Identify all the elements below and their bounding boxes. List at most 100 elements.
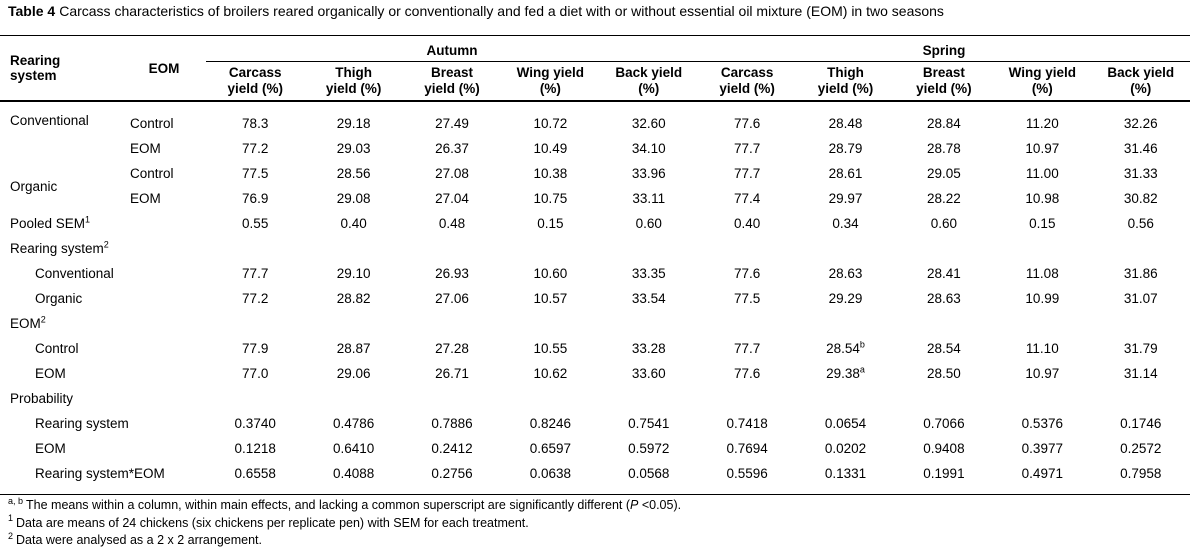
rearing-system-label: Conventional xyxy=(10,113,89,128)
value-cell: 29.05 xyxy=(927,166,961,181)
value-cell: 0.55 xyxy=(242,216,269,231)
table-caption: Table 4 Carcass characteristics of broile… xyxy=(8,3,944,19)
value-cell xyxy=(600,311,698,336)
value-cell: 32.26 xyxy=(1123,116,1158,131)
value-cell xyxy=(895,386,993,411)
table-caption-text: Carcass characteristics of broilers rear… xyxy=(59,3,944,19)
value-cell: 0.5376 xyxy=(1021,416,1063,431)
table-number: Table 4 xyxy=(8,3,56,19)
table-row: Organic Control 77.5 28.56 27.08 10.38 33.96 77… xyxy=(0,161,1190,194)
value-cell xyxy=(206,311,304,336)
eom-label: EOM xyxy=(130,141,161,156)
value-cell xyxy=(600,236,698,261)
eom-header: EOM xyxy=(122,35,206,102)
value-cell: 77.2 xyxy=(242,291,269,306)
footnote: a, b The means within a column, within ma… xyxy=(8,495,682,512)
value-cell: 33.28 xyxy=(631,341,666,356)
value-cell: 28.84 xyxy=(927,116,961,131)
value-cell xyxy=(304,236,402,261)
value-cell: 0.7694 xyxy=(726,441,768,456)
col-spring-thigh: Thigh yield (%) xyxy=(796,61,895,102)
value-cell: 0.5972 xyxy=(628,441,670,456)
value-cell: 77.6 xyxy=(734,116,761,131)
value-cell xyxy=(403,236,501,261)
table-row: EOM 0.1218 0.6410 0.2412 0.6597 0.5972 0.7694 0… xyxy=(0,436,1190,461)
value-cell: 29.08 xyxy=(336,191,371,206)
value-cell: 29.03 xyxy=(336,141,371,156)
value-cell: 28.56 xyxy=(336,166,371,181)
value-cell: 0.15 xyxy=(537,216,564,231)
table-row: Probability xyxy=(0,386,1190,411)
value-cell: 33.54 xyxy=(631,291,666,306)
value-cell: 26.93 xyxy=(435,266,469,281)
value-cell: 0.7958 xyxy=(1120,466,1162,481)
value-cell: 0.7066 xyxy=(923,416,965,431)
value-cell xyxy=(895,236,993,261)
row-label: Rearing system2 xyxy=(10,239,109,256)
value-cell xyxy=(501,311,599,336)
value-cell xyxy=(206,236,304,261)
rearing-system-header: Rearing system xyxy=(0,35,122,102)
value-cell: 0.3977 xyxy=(1021,441,1063,456)
value-cell: 28.61 xyxy=(828,166,863,181)
season-header-row: Rearing system EOM Autumn Spring xyxy=(0,35,1190,102)
value-cell: 0.2756 xyxy=(431,466,473,481)
value-cell: 0.0638 xyxy=(529,466,572,481)
value-cell: 10.60 xyxy=(533,266,568,281)
table-row: EOM 77.2 29.03 26.37 10.49 34.10 77.7 28.79 28.7… xyxy=(0,136,1190,161)
value-cell: 77.7 xyxy=(734,166,761,181)
season-header-autumn: Autumn xyxy=(206,35,698,62)
value-cell: 0.2412 xyxy=(431,441,473,456)
value-cell xyxy=(993,386,1091,411)
value-cell: 33.60 xyxy=(631,366,666,381)
value-cell: 31.46 xyxy=(1123,141,1158,156)
eom-label: Control xyxy=(130,166,174,181)
value-cell: 27.08 xyxy=(435,166,469,181)
value-cell: 77.4 xyxy=(734,191,761,206)
value-cell: 77.5 xyxy=(734,291,761,306)
value-cell: 30.82 xyxy=(1123,191,1158,206)
value-cell: 0.7886 xyxy=(431,416,473,431)
col-spring-back: Back yield (%) xyxy=(1091,61,1190,102)
col-spring-breast: Breast yield (%) xyxy=(894,61,994,102)
value-cell: 77.7 xyxy=(242,266,269,281)
value-cell: 27.28 xyxy=(435,341,469,356)
value-cell: 0.6410 xyxy=(332,441,375,456)
row-label: Conventional xyxy=(35,266,114,281)
col-autumn-thigh: Thigh yield (%) xyxy=(304,61,403,102)
value-cell: 78.3 xyxy=(242,116,269,131)
value-cell: 27.49 xyxy=(435,116,469,131)
value-cell: 0.34 xyxy=(832,216,859,231)
value-cell: 0.40 xyxy=(340,216,367,231)
value-cell: 0.1218 xyxy=(234,441,276,456)
row-label: EOM xyxy=(35,366,66,381)
value-cell: 0.0202 xyxy=(824,441,867,456)
season-header-spring: Spring xyxy=(697,35,1190,62)
value-cell xyxy=(1092,311,1190,336)
value-cell: 29.06 xyxy=(336,366,371,381)
value-cell xyxy=(895,311,993,336)
value-cell xyxy=(304,386,402,411)
value-cell: 11.10 xyxy=(1025,341,1059,356)
value-cell: 0.60 xyxy=(635,216,662,231)
value-cell: 31.07 xyxy=(1123,291,1158,306)
table-row: EOM2 xyxy=(0,311,1190,336)
value-cell: 28.54 xyxy=(927,341,961,356)
value-cell: 0.6597 xyxy=(529,441,572,456)
row-label: Pooled SEM1 xyxy=(10,214,91,231)
value-cell: 29.10 xyxy=(336,266,371,281)
value-cell: 29.97 xyxy=(828,191,863,206)
value-cell: 0.1331 xyxy=(824,466,867,481)
value-cell: 0.15 xyxy=(1029,216,1056,231)
value-cell xyxy=(1092,386,1190,411)
value-cell: 10.97 xyxy=(1025,366,1060,381)
value-cell xyxy=(403,311,501,336)
value-cell xyxy=(501,386,599,411)
value-cell: 0.56 xyxy=(1127,216,1154,231)
table-row: Rearing system*EOM 0.6558 0.4088 0.2756 0.06… xyxy=(0,461,1190,495)
value-cell: 33.35 xyxy=(631,266,666,281)
value-cell: 10.49 xyxy=(533,141,568,156)
value-cell: 0.6558 xyxy=(234,466,276,481)
value-cell: 26.71 xyxy=(435,366,469,381)
